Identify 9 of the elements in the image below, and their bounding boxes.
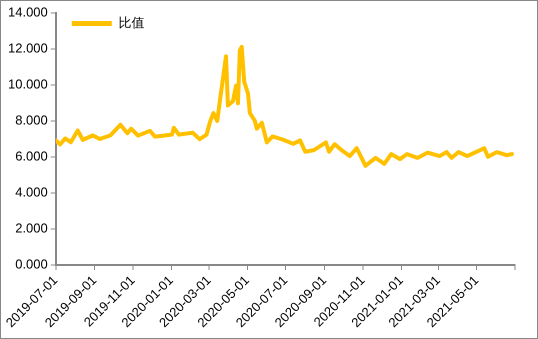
y-tick-label: 10.000 <box>8 76 48 92</box>
y-tick-label: 2.000 <box>15 220 48 236</box>
y-tick-label: 4.000 <box>15 184 48 200</box>
legend-label: 比值 <box>118 16 144 31</box>
y-tick-label: 6.000 <box>15 148 48 164</box>
y-tick-label: 0.000 <box>15 256 48 272</box>
y-tick-label: 12.000 <box>8 40 48 56</box>
y-tick-label: 8.000 <box>15 112 48 128</box>
y-tick-label: 14.000 <box>8 4 48 20</box>
